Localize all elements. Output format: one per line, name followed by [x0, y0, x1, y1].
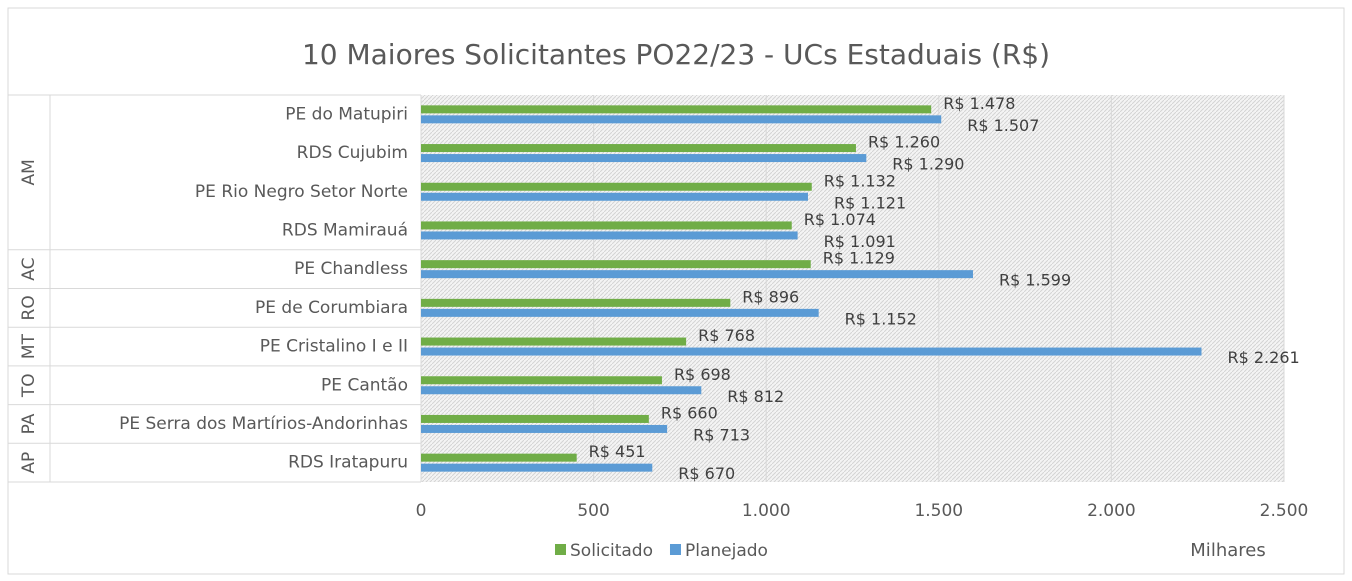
data-label: R$ 768 [698, 326, 755, 345]
y-tick-label: RDS Mamirauá [282, 220, 408, 240]
y-tick-label: PE Cantão [321, 375, 408, 395]
bar [421, 376, 662, 385]
data-label: R$ 896 [742, 287, 799, 306]
data-label: R$ 670 [678, 464, 735, 483]
data-label: R$ 1.091 [824, 232, 896, 251]
y-tick-label: PE Serra dos Martírios-Andorinhas [119, 414, 408, 434]
y-tick-label: RDS Cujubim [297, 143, 408, 163]
group-label: PA [19, 413, 39, 434]
data-label: R$ 1.478 [943, 94, 1015, 113]
legend-swatch [555, 544, 566, 555]
legend-swatch [669, 544, 681, 555]
data-label: R$ 1.290 [892, 155, 964, 174]
bar [421, 347, 1202, 356]
bar [421, 231, 798, 240]
bar [421, 192, 808, 201]
data-label: R$ 1.121 [834, 193, 906, 212]
bar [421, 270, 973, 279]
data-label: R$ 451 [589, 442, 646, 461]
x-axis-label: Milhares [1190, 540, 1265, 561]
y-tick-label: PE Rio Negro Setor Norte [195, 182, 408, 202]
bar [421, 453, 577, 462]
data-label: R$ 1.599 [999, 271, 1071, 290]
y-tick-label: PE de Corumbiara [255, 298, 408, 318]
group-label: TO [19, 373, 39, 398]
x-tick-label: 2.000 [1087, 501, 1136, 521]
bar [421, 105, 932, 114]
data-label: R$ 698 [674, 365, 731, 384]
y-tick-label: PE Chandless [294, 259, 408, 279]
bar [421, 308, 819, 317]
data-label: R$ 1.129 [823, 249, 895, 268]
x-tick-label: 1.500 [914, 501, 963, 521]
data-label: R$ 1.260 [868, 133, 940, 152]
data-label: R$ 713 [693, 425, 750, 444]
bar [421, 424, 668, 433]
bar [421, 414, 649, 423]
x-tick-label: 0 [416, 501, 427, 521]
group-label: AP [19, 452, 39, 474]
x-tick-label: 2.500 [1260, 501, 1309, 521]
plot-area [421, 95, 1284, 482]
data-label: R$ 2.261 [1227, 348, 1299, 367]
bar [421, 386, 702, 395]
group-label: AM [19, 159, 39, 185]
bar [421, 221, 792, 230]
legend-label: Planejado [685, 541, 768, 561]
chart-title: 10 Maiores Solicitantes PO22/23 - UCs Es… [302, 38, 1050, 71]
bar [421, 154, 867, 163]
group-label: RO [19, 295, 39, 320]
data-label: R$ 660 [661, 403, 718, 422]
x-tick-label: 1.000 [742, 501, 791, 521]
y-tick-label: PE do Matupiri [285, 104, 408, 124]
data-label: R$ 1.132 [824, 171, 896, 190]
bar [421, 337, 687, 346]
bar [421, 260, 811, 269]
data-label: R$ 1.507 [967, 116, 1039, 135]
group-label: AC [19, 258, 39, 281]
data-label: R$ 1.074 [804, 210, 876, 229]
bar [421, 463, 653, 472]
bar [421, 144, 856, 153]
bar [421, 115, 942, 124]
data-label: R$ 812 [727, 387, 784, 406]
group-label: MT [19, 333, 39, 359]
legend-label: Solicitado [570, 541, 653, 561]
data-label: R$ 1.152 [845, 309, 917, 328]
bar [421, 298, 731, 307]
y-tick-label: RDS Iratapuru [288, 453, 408, 473]
bar [421, 182, 812, 191]
y-tick-label: PE Cristalino I e II [260, 337, 408, 357]
x-tick-label: 500 [577, 501, 609, 521]
